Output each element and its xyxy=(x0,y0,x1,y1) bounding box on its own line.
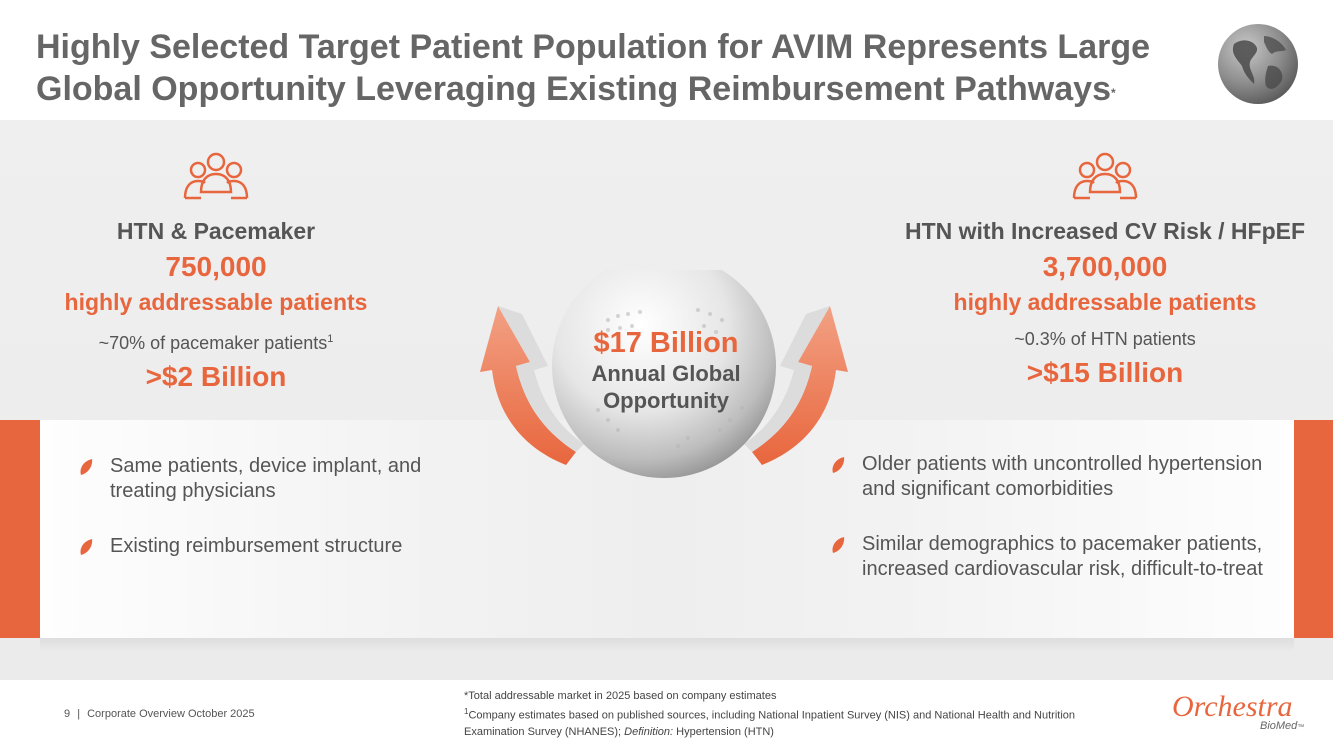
list-item: Older patients with uncontrolled hyperte… xyxy=(830,452,1295,502)
bullet-text: Similar demographics to pacemaker patien… xyxy=(862,533,1263,580)
footer-separator: | xyxy=(77,708,81,720)
leaf-bullet-icon xyxy=(832,537,845,553)
company-logo: Orchestra BioMed™ xyxy=(1168,690,1318,738)
market-size: >$15 Billion xyxy=(1026,357,1184,388)
logo-tm: ™ xyxy=(1297,724,1305,731)
segment-note-text: ~70% of pacemaker patients xyxy=(98,333,328,353)
list-item: Existing reimbursement structure xyxy=(78,534,458,559)
total-opportunity-amount: $17 Billion xyxy=(593,327,739,359)
page-number: 9 xyxy=(64,708,71,720)
people-group-icon xyxy=(183,152,249,200)
total-opportunity: $17 Billion Annual Global Opportunity xyxy=(555,326,777,414)
market-size: >$2 Billion xyxy=(145,361,287,392)
segment-htn-cv-risk: HTN with Increased CV Risk / HFpEF 3,700… xyxy=(880,150,1330,392)
right-bullet-list: Older patients with uncontrolled hyperte… xyxy=(830,452,1295,612)
logo-subtitle-text: BioMed xyxy=(1260,720,1298,732)
leaf-bullet-icon xyxy=(832,457,845,473)
center-globe-graphic xyxy=(480,270,848,478)
right-growth-arrow xyxy=(744,306,848,465)
definition-label: Definition: xyxy=(624,725,674,738)
deck-name: Corporate Overview October 2025 xyxy=(87,708,255,720)
right-accent-bar xyxy=(1294,420,1333,638)
left-growth-arrow xyxy=(480,306,584,465)
title-line-2-text: Global Opportunity Leveraging Existing R… xyxy=(36,70,1111,108)
total-opportunity-caption-1: Annual Global xyxy=(591,361,741,386)
footnote-2-sup: 1 xyxy=(464,707,469,716)
panel-shadow xyxy=(40,638,1294,652)
bullet-text: Same patients, device implant, and treat… xyxy=(110,455,422,502)
segment-note: ~70% of pacemaker patients1 xyxy=(40,324,392,358)
segment-note: ~0.3% of HTN patients xyxy=(1014,329,1196,349)
people-group-icon xyxy=(1072,152,1138,200)
list-item: Same patients, device implant, and treat… xyxy=(78,454,458,504)
patient-count-label: highly addressable patients xyxy=(64,289,368,315)
title-line-1: Highly Selected Target Patient Populatio… xyxy=(36,28,1151,66)
patient-count: 750,000 xyxy=(165,251,267,282)
logo-subtitle: BioMed™ xyxy=(1260,720,1304,732)
left-accent-bar xyxy=(0,420,40,638)
footer-page-info: 9 | Corporate Overview October 2025 xyxy=(64,708,255,720)
footnote-2-text: Company estimates based on published sou… xyxy=(464,709,1076,738)
footnote-2: 1Company estimates based on published so… xyxy=(464,704,1084,740)
segment-htn-pacemaker: HTN & Pacemaker 750,000 highly addressab… xyxy=(40,150,392,396)
left-bullet-list: Same patients, device implant, and treat… xyxy=(78,454,458,589)
leaf-bullet-icon xyxy=(80,539,93,555)
footnote-1: *Total addressable market in 2025 based … xyxy=(464,690,777,702)
list-item: Similar demographics to pacemaker patien… xyxy=(830,532,1295,582)
bullet-text: Existing reimbursement structure xyxy=(110,535,403,557)
bullet-text: Older patients with uncontrolled hyperte… xyxy=(862,453,1263,500)
leaf-bullet-icon xyxy=(80,459,93,475)
title-line-2: Global Opportunity Leveraging Existing R… xyxy=(36,68,1186,110)
title-footnote-mark: * xyxy=(1110,86,1116,100)
total-opportunity-caption-2: Opportunity xyxy=(603,388,729,413)
segment-note-sup: 1 xyxy=(327,333,334,345)
footnotes: *Total addressable market in 2025 based … xyxy=(464,688,1084,740)
segment-heading: HTN & Pacemaker xyxy=(116,218,316,244)
patient-count-label: highly addressable patients xyxy=(953,289,1257,315)
slide-title: Highly Selected Target Patient Populatio… xyxy=(36,26,1186,110)
segment-heading: HTN with Increased CV Risk / HFpEF xyxy=(904,218,1306,244)
definition-text: Hypertension (HTN) xyxy=(676,725,774,738)
globe-icon xyxy=(1218,24,1298,104)
logo-wordmark: Orchestra xyxy=(1172,690,1293,723)
patient-count: 3,700,000 xyxy=(1042,251,1168,282)
